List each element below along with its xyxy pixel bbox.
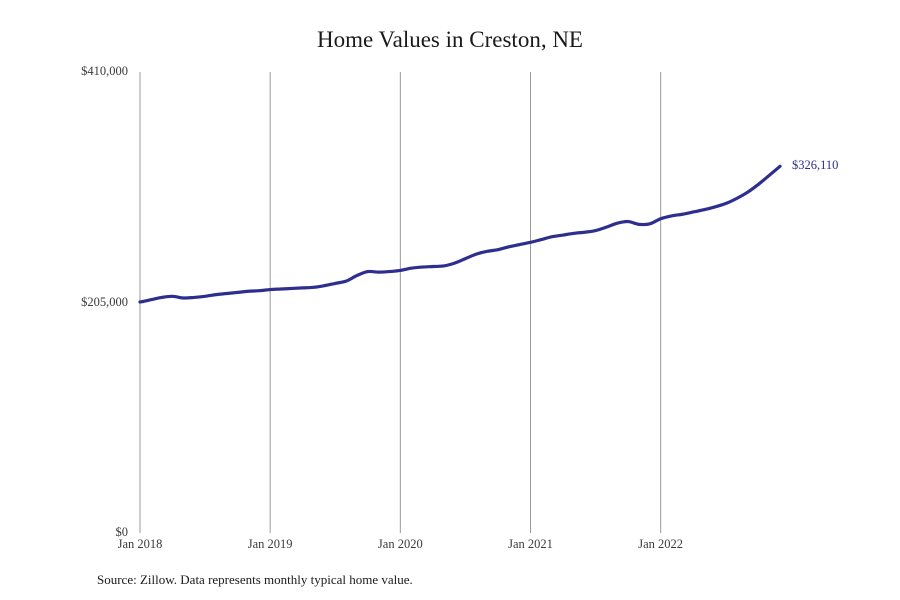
x-axis-tick-label: Jan 2018 <box>117 537 163 551</box>
x-axis-tick-label: Jan 2020 <box>377 537 423 551</box>
x-axis-tick-label: Jan 2019 <box>247 537 293 551</box>
y-axis-tick-label: $205,000 <box>81 294 128 309</box>
y-axis-tick-label: $0 <box>115 525 129 539</box>
source-note: Source: Zillow. Data represents monthly … <box>97 572 413 587</box>
data-line-series <box>138 164 782 304</box>
chart-title: Home Values in Creston, NE <box>317 27 583 52</box>
gridlines <box>139 72 662 533</box>
end-value-label: $326,110 <box>792 158 839 173</box>
x-axis-tick-label: Jan 2021 <box>508 537 553 551</box>
y-axis-tick-label: $410,000 <box>81 64 128 78</box>
x-axis-tick-label: Jan 2022 <box>638 537 684 551</box>
